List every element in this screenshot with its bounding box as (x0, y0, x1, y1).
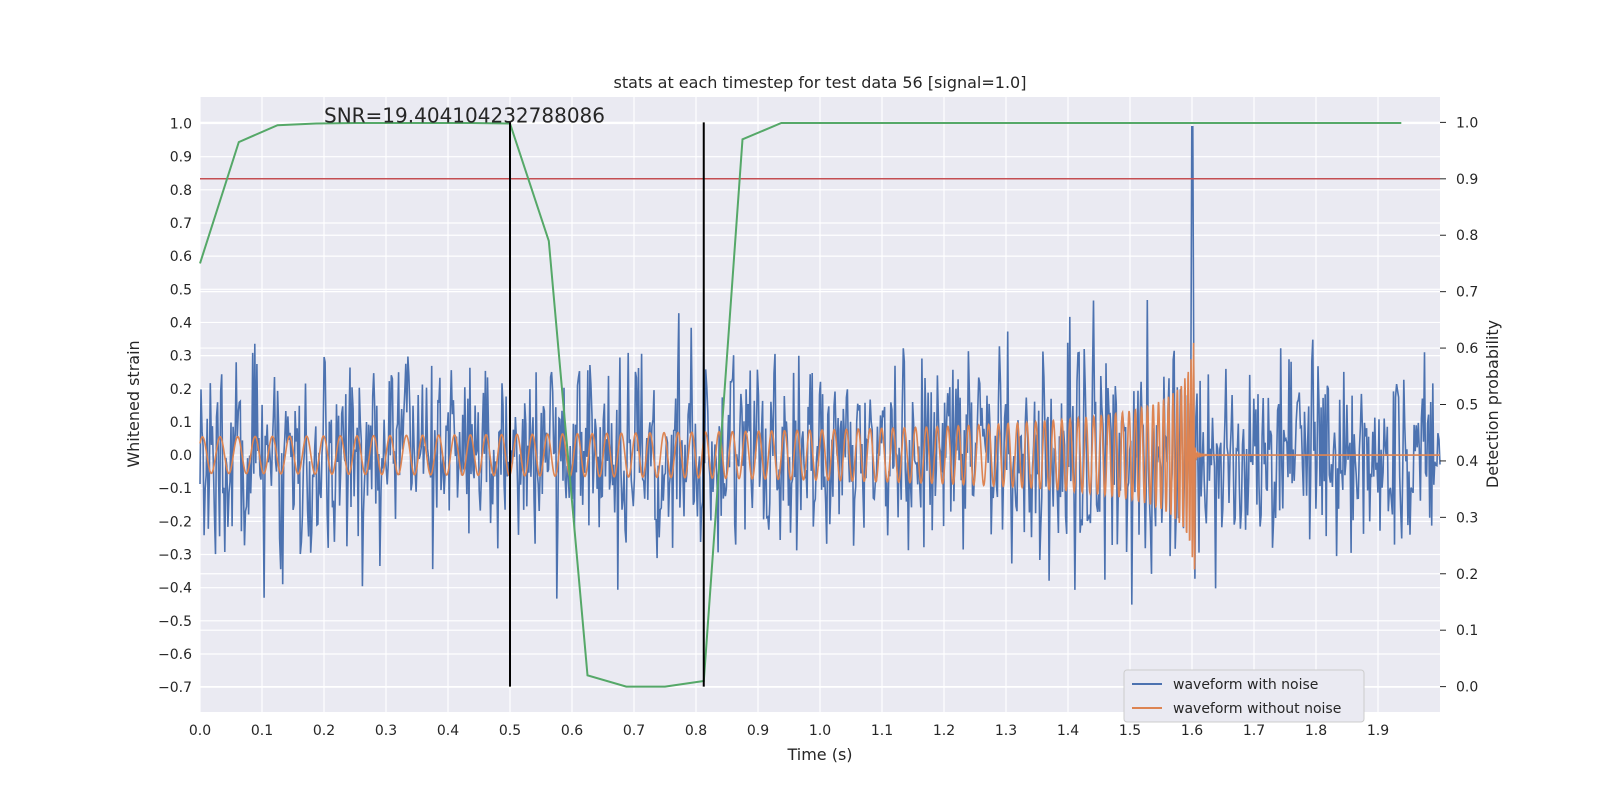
tick-layer: 0.0 0.1 0.2 0.3 0.4 0.5 0.6 0.7 0.8 0.9 1.0 1.1 1.2 1… (158, 115, 1478, 739)
x-tick-label: 1.2 (933, 723, 955, 739)
legend-box (1123, 669, 1365, 723)
y-tick-label: −0.6 (158, 647, 192, 663)
y-tick-label: 0.4 (170, 315, 192, 331)
x-tick-label: 0.7 (623, 723, 645, 739)
x-tick-label: 1.7 (1243, 723, 1265, 739)
y2-tick-label: 0.6 (1456, 341, 1478, 357)
y-tick-label: 0.1 (170, 415, 192, 431)
y2-tick-label: 0.0 (1456, 680, 1478, 696)
x-tick-label: 1.6 (1181, 723, 1203, 739)
y-tick-label: 0.3 (170, 349, 192, 365)
y-tick-label: 0.0 (170, 448, 192, 464)
clean-waveform-line (199, 342, 1440, 570)
x-tick-label: 0.1 (251, 723, 273, 739)
y2-tick-label: 0.5 (1456, 398, 1478, 414)
series-layer (199, 122, 1441, 688)
y-axis-label: Whitened strain (124, 340, 143, 467)
y-tick-label: −0.1 (158, 481, 192, 497)
y2-tick-label: 0.1 (1456, 623, 1478, 639)
x-tick-label: 0.9 (747, 723, 769, 739)
snr-annotation: SNR=19.404104232788086 (324, 104, 605, 128)
x-tick-label: 0.4 (437, 723, 459, 739)
x-tick-label: 0.0 (189, 723, 211, 739)
x-tick-label: 1.0 (809, 723, 831, 739)
x-tick-label: 1.9 (1367, 723, 1389, 739)
y2-tick-label: 0.8 (1456, 228, 1478, 244)
x-tick-label: 0.8 (685, 723, 707, 739)
y-tick-label: 0.9 (170, 150, 192, 166)
x-axis-label: Time (s) (786, 745, 852, 764)
y-tick-label: 0.6 (170, 249, 192, 265)
y2-tick-label: 0.7 (1456, 285, 1478, 301)
y-tick-label: −0.3 (158, 548, 192, 564)
x-tick-label: 1.3 (995, 723, 1017, 739)
y-tick-label: −0.2 (158, 514, 192, 530)
legend: waveform with noise waveform without noi… (1123, 669, 1365, 723)
chart-title: stats at each timestep for test data 56 … (614, 73, 1027, 92)
y2-axis-label: Detection probability (1483, 320, 1502, 488)
x-tick-label: 0.3 (375, 723, 397, 739)
y-tick-label: 1.0 (170, 117, 192, 133)
noisy-waveform-line (199, 126, 1441, 605)
x-tick-label: 1.1 (871, 723, 893, 739)
y2-tick-label: 0.2 (1456, 567, 1478, 583)
y-tick-label: 0.7 (170, 216, 192, 232)
y-tick-label: −0.7 (158, 680, 192, 696)
probability-line (199, 122, 1402, 688)
y2-tick-label: 0.9 (1456, 172, 1478, 188)
y2-tick-label: 1.0 (1456, 115, 1478, 131)
y2-tick-label: 0.4 (1456, 454, 1478, 470)
legend-label-clean: waveform without noise (1173, 701, 1341, 717)
x-tick-label: 0.5 (499, 723, 521, 739)
y-tick-label: 0.5 (170, 282, 192, 298)
y2-tick-label: 0.3 (1456, 510, 1478, 526)
x-tick-label: 1.8 (1305, 723, 1327, 739)
x-tick-label: 0.2 (313, 723, 335, 739)
legend-label-noisy: waveform with noise (1173, 677, 1318, 693)
y-tick-label: −0.4 (158, 581, 192, 597)
y-tick-label: 0.8 (170, 183, 192, 199)
x-tick-label: 1.5 (1119, 723, 1141, 739)
x-tick-label: 0.6 (561, 723, 583, 739)
y-tick-label: 0.2 (170, 382, 192, 398)
x-tick-label: 1.4 (1057, 723, 1079, 739)
y-tick-label: −0.5 (158, 614, 192, 630)
